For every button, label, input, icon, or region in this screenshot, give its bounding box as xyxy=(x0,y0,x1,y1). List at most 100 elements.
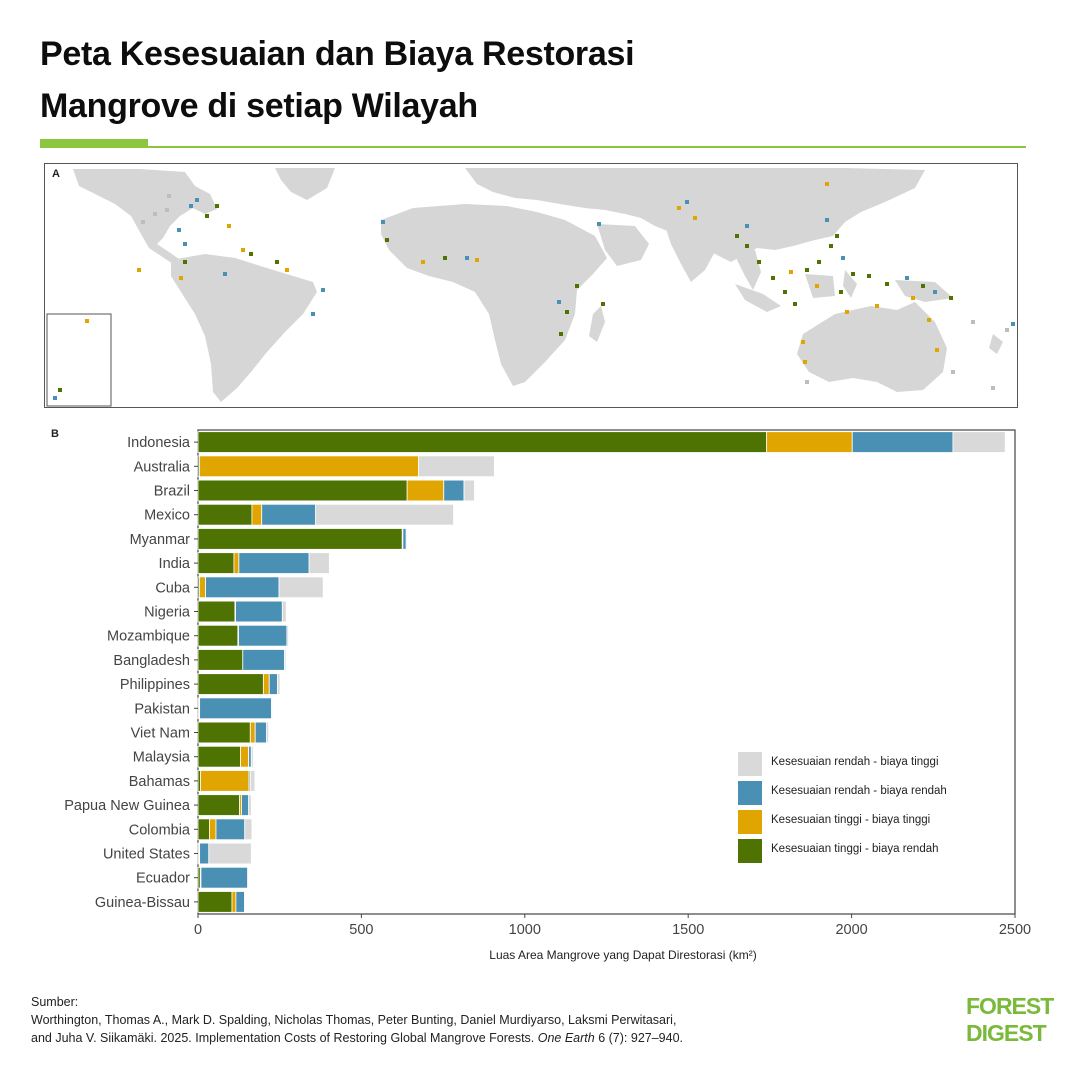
plot-frame xyxy=(197,429,1016,915)
x-tick-label: 2500 xyxy=(999,922,1031,938)
forest-digest-logo: FOREST DIGEST xyxy=(966,993,1054,1049)
bar-segment xyxy=(197,431,768,453)
source-journal: One Earth xyxy=(537,1031,595,1045)
y-tick-label: United States xyxy=(103,847,190,863)
bar-segment xyxy=(268,673,278,695)
y-tick-label: Malaysia xyxy=(133,750,191,766)
bar-segment xyxy=(244,818,253,841)
bar-segment xyxy=(402,528,407,550)
bar-segment xyxy=(249,721,256,744)
bar-segment xyxy=(308,552,330,574)
y-tick-label: Bangladesh xyxy=(113,653,190,669)
y-tick-label: Cuba xyxy=(155,580,191,596)
legend-label: Kesesuaian rendah - biaya tinggi xyxy=(771,756,939,768)
bar-segment xyxy=(248,794,252,816)
bar-segment xyxy=(247,866,249,889)
y-tick-label: Indonesia xyxy=(127,435,191,451)
bar-chart-svg: Indonesia Australia Brazil Mexico Myanmar Ind… xyxy=(64,429,1031,938)
y-tick-label: India xyxy=(159,556,191,572)
legend-label: Kesesuaian tinggi - biaya rendah xyxy=(771,843,939,855)
bar-segment xyxy=(406,479,445,502)
bar-segment xyxy=(197,624,239,647)
bar-segment xyxy=(251,503,263,526)
bar-segment xyxy=(271,697,273,720)
x-tick-label: 2000 xyxy=(835,922,867,938)
source-line-1: Worthington, Thomas A., Mark D. Spalding… xyxy=(31,1013,677,1027)
bar-segment xyxy=(197,818,210,841)
source-line-2-text: and Juha V. Siikamäki. 2025. Implementat… xyxy=(31,1031,535,1045)
bar-segment xyxy=(197,479,408,502)
bar-segment xyxy=(766,431,853,453)
bar-segment xyxy=(266,721,269,744)
bar-segment xyxy=(197,552,235,574)
bar-segment xyxy=(200,866,249,889)
bar-segment xyxy=(199,455,419,478)
y-tick-label: Brazil xyxy=(154,484,190,500)
logo-line-1: FOREST xyxy=(966,993,1054,1019)
x-tick-label: 1000 xyxy=(509,922,541,938)
bar-segment xyxy=(261,503,317,526)
title-divider xyxy=(40,146,1026,148)
bar-segment xyxy=(315,503,454,526)
bar-segment xyxy=(240,745,250,768)
bar-segment xyxy=(286,624,289,647)
y-tick-label: Bahamas xyxy=(129,774,190,790)
legend-swatch xyxy=(738,810,762,834)
bar-segment xyxy=(197,721,251,744)
legend-swatch xyxy=(738,839,762,863)
y-tick-label: Mozambique xyxy=(107,629,190,645)
bar-segment xyxy=(197,745,241,768)
legend-item: Kesesuaian rendah - biaya tinggi xyxy=(738,752,998,781)
bar-segment xyxy=(233,552,240,574)
world-map-panel: A xyxy=(44,163,1018,408)
y-tick-label: Australia xyxy=(134,459,191,475)
bar-segment xyxy=(262,673,270,695)
bar-segment xyxy=(235,600,283,623)
legend-item: Kesesuaian tinggi - biaya rendah xyxy=(738,839,998,868)
bar-segment xyxy=(197,600,236,623)
x-axis-title: Luas Area Mangrove yang Dapat Direstoras… xyxy=(489,948,757,962)
page-title: Peta Kesesuaian dan Biaya Restorasi Mang… xyxy=(40,28,800,132)
bar-segment xyxy=(235,891,245,913)
bar-segment xyxy=(254,721,268,744)
source-line-2-end: 6 (7): 927–940. xyxy=(598,1031,684,1045)
y-tick-label: Mexico xyxy=(144,508,190,524)
bar-segment xyxy=(197,794,240,816)
bar-segment xyxy=(199,842,210,865)
bar-segment xyxy=(277,673,281,695)
bar-segment xyxy=(405,528,408,550)
bar-segment xyxy=(418,455,495,478)
bar-segment xyxy=(244,891,246,913)
bar-segment xyxy=(200,770,250,792)
y-tick-label: Nigeria xyxy=(144,605,191,621)
bar-segment xyxy=(197,673,264,695)
title-line-2: Mangrove di setiap Wilayah xyxy=(40,87,478,125)
bar-segment xyxy=(209,818,217,841)
bar-segment xyxy=(199,576,206,599)
title-accent-bar xyxy=(40,139,148,147)
source-line-2: and Juha V. Siikamäki. 2025. Implementat… xyxy=(31,1029,831,1047)
bar-segment xyxy=(205,576,280,599)
source-citation: Sumber: Worthington, Thomas A., Mark D. … xyxy=(31,993,831,1047)
bar-segment xyxy=(281,600,287,623)
bar-segment xyxy=(250,745,254,768)
legend-item: Kesesuaian tinggi - biaya tinggi xyxy=(738,810,998,839)
bar-segment xyxy=(197,503,253,526)
y-tick-label: Philippines xyxy=(120,677,190,693)
bar-segment xyxy=(231,891,237,913)
bar-segment xyxy=(851,431,954,453)
bar-segment xyxy=(199,697,272,720)
y-tick-label: Papua New Guinea xyxy=(64,798,191,814)
bar-segment xyxy=(197,649,244,671)
title-line-1: Peta Kesesuaian dan Biaya Restorasi xyxy=(40,35,635,73)
land-masses xyxy=(73,168,1003,402)
world-map xyxy=(46,168,1015,407)
bar-segment xyxy=(241,794,250,816)
map-inset-frame xyxy=(46,313,112,407)
bar-segment xyxy=(463,479,475,502)
legend-swatch xyxy=(738,752,762,776)
bar-segment xyxy=(197,528,403,550)
legend-item: Kesesuaian rendah - biaya rendah xyxy=(738,781,998,810)
y-tick-label: Ecuador xyxy=(136,871,190,887)
logo-line-2: DIGEST xyxy=(966,1020,1047,1046)
